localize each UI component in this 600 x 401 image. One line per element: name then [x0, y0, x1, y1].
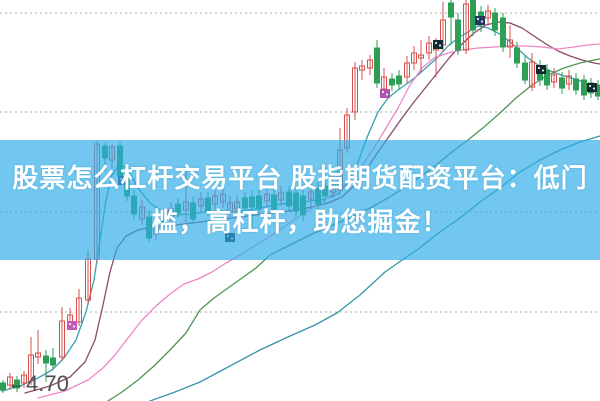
- left-arrow-icon: ←: [8, 374, 25, 393]
- headline-line-2: 槛，高杠杆，助您掘金！: [151, 207, 449, 237]
- headline-banner: 股票怎么杠杆交易平台 股指期货配资平台：低门 槛，高杠杆，助您掘金！: [0, 140, 600, 260]
- price-value: 4.70: [26, 371, 69, 396]
- price-label: ← 4.70: [8, 372, 69, 396]
- headline-line-1: 股票怎么杠杆交易平台 股指期货配资平台：低门: [12, 163, 588, 193]
